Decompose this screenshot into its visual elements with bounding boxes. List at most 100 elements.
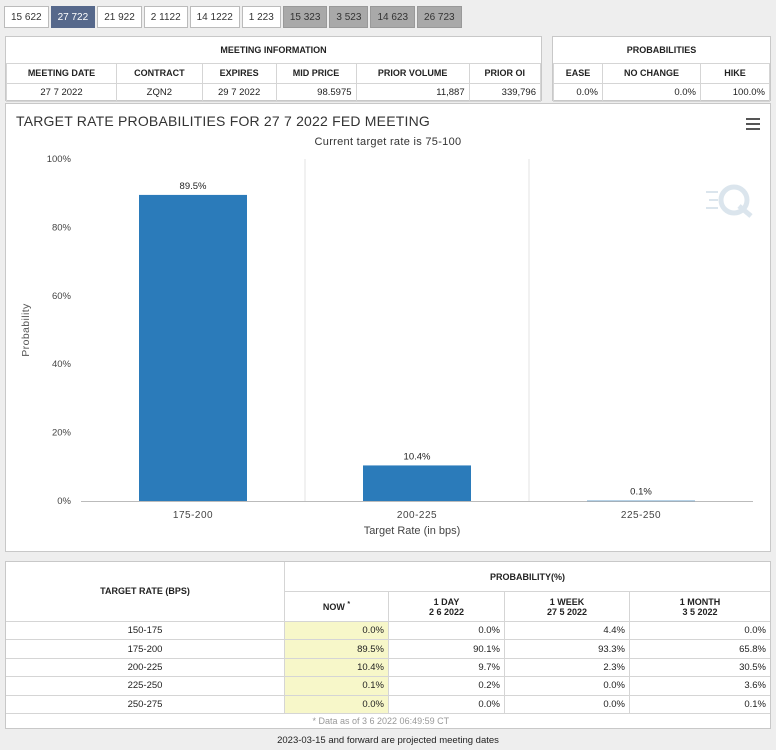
tab-meeting-4[interactable]: 14 1222 — [189, 6, 240, 28]
y-tick-label: 40% — [52, 359, 72, 370]
bar — [139, 194, 247, 501]
cell-rate: 225-250 — [6, 676, 285, 696]
table-row: 250-275 0.0% 0.0% 0.0% 0.1% — [6, 694, 770, 715]
data-label: 10.4% — [404, 451, 431, 462]
cell-rate: 250-275 — [6, 694, 285, 715]
x-tick-label: 175-200 — [173, 510, 213, 521]
probability-header: PROBABILITY(%) — [284, 562, 770, 593]
cell-rate: 200-225 — [6, 657, 285, 678]
tab-meeting-5[interactable]: 1 223 — [241, 6, 281, 28]
col-expires: EXPIRES — [201, 62, 277, 84]
mid-price-value: 98.5975 — [275, 82, 357, 102]
meeting-information-header: MEETING INFORMATION — [6, 37, 541, 64]
col-no-change: NO CHANGE — [602, 62, 701, 84]
probability-table-panel: TARGET RATE (BPS) PROBABILITY(%) NOW * 1… — [5, 561, 771, 729]
col-now: NOW * — [284, 591, 389, 622]
cell-week: 2.3% — [504, 657, 630, 678]
cell-week: 0.0% — [504, 676, 630, 696]
tab-meeting-3[interactable]: 2 1122 — [143, 6, 188, 28]
chart-menu-icon[interactable] — [746, 118, 760, 133]
bar — [587, 500, 695, 502]
period-label: 1 WEEK — [549, 596, 585, 607]
cell-week: 93.3% — [504, 639, 630, 659]
cell-month: 30.5% — [629, 657, 770, 678]
cell-day: 9.7% — [388, 657, 505, 678]
meeting-date-value: 27 7 2022 — [6, 82, 117, 102]
ease-value: 0.0% — [553, 82, 603, 102]
prior-oi-value: 339,796 — [468, 82, 542, 102]
chart-subtitle: Current target rate is 75-100 — [314, 136, 462, 148]
y-tick-label: 80% — [52, 222, 72, 233]
hike-value: 100.0% — [700, 82, 770, 102]
table-row: 225-250 0.1% 0.2% 0.0% 3.6% — [6, 676, 770, 696]
col-ease: EASE — [553, 62, 603, 84]
cell-day: 90.1% — [388, 639, 505, 659]
tab-meeting-2[interactable]: 21 922 — [97, 6, 142, 28]
cell-month: 0.0% — [629, 620, 770, 641]
now-marker: * — [347, 601, 351, 609]
cell-month: 3.6% — [629, 676, 770, 696]
x-axis-title: Target Rate (in bps) — [364, 525, 461, 537]
period-date: 27 5 2022 — [546, 606, 588, 617]
tab-meeting-1[interactable]: 27 722 — [50, 6, 96, 28]
target-rate-header: TARGET RATE (BPS) — [6, 562, 285, 622]
cell-month: 0.1% — [629, 694, 770, 715]
col-1-week: 1 WEEK 27 5 2022 — [504, 591, 630, 622]
col-hike: HIKE — [700, 62, 770, 84]
x-tick-label: 200-225 — [397, 510, 437, 521]
col-1-day: 1 DAY 2 6 2022 — [388, 591, 505, 622]
cell-day: 0.0% — [388, 694, 505, 715]
chart-title: TARGET RATE PROBABILITIES FOR 27 7 2022 … — [16, 113, 430, 129]
probabilities-header: PROBABILITIES — [553, 37, 770, 64]
period-label: 1 MONTH — [679, 596, 721, 607]
tab-meeting-7[interactable]: 3 523 — [329, 6, 369, 28]
x-tick-label: 225-250 — [621, 510, 661, 521]
expires-value: 29 7 2022 — [201, 82, 277, 102]
cell-day: 0.2% — [388, 676, 505, 696]
col-mid-price: MID PRICE — [275, 62, 357, 84]
data-as-of-note: * Data as of 3 6 2022 06:49:59 CT — [312, 716, 450, 727]
projected-dates-note: 2023-03-15 and forward are projected mee… — [277, 735, 499, 746]
data-label: 89.5% — [180, 181, 207, 192]
period-date: 2 6 2022 — [428, 606, 465, 617]
bar — [363, 465, 471, 501]
y-tick-label: 100% — [47, 154, 72, 165]
chart-panel: TARGET RATE PROBABILITIES FOR 27 7 2022 … — [5, 103, 771, 552]
cell-now: 0.0% — [284, 694, 389, 715]
cell-rate: 150-175 — [6, 620, 285, 641]
cell-now: 10.4% — [284, 657, 389, 678]
cell-now: 89.5% — [284, 639, 389, 659]
y-tick-label: 20% — [52, 428, 72, 439]
tab-meeting-8[interactable]: 14 623 — [370, 6, 416, 28]
cell-now: 0.0% — [284, 620, 389, 641]
now-label: NOW — [322, 602, 345, 613]
prior-volume-value: 11,887 — [355, 82, 470, 102]
period-date: 3 5 2022 — [682, 606, 718, 617]
cell-month: 65.8% — [629, 639, 770, 659]
cell-rate: 175-200 — [6, 639, 285, 659]
col-prior-oi: PRIOR OI — [468, 62, 542, 84]
meeting-information-panel: MEETING INFORMATION MEETING DATE CONTRAC… — [5, 36, 542, 102]
tab-meeting-6[interactable]: 15 323 — [282, 6, 328, 28]
tab-meeting-9[interactable]: 26 723 — [417, 6, 462, 28]
period-label: 1 DAY — [433, 596, 460, 607]
table-row: 175-200 89.5% 90.1% 93.3% 65.8% — [6, 639, 770, 659]
probabilities-panel: PROBABILITIES EASE NO CHANGE HIKE 0.0% 0… — [552, 36, 771, 102]
col-prior-volume: PRIOR VOLUME — [355, 62, 470, 84]
y-tick-label: 60% — [52, 291, 72, 302]
contract-value: ZQN2 — [115, 82, 203, 102]
table-row: 150-175 0.0% 0.0% 4.4% 0.0% — [6, 620, 770, 641]
bar-chart: 0% 20% 40% 60% 80% 100% 89.5% 175-200 10.4% 200-2… — [20, 154, 753, 537]
cell-week: 4.4% — [504, 620, 630, 641]
tab-meeting-0[interactable]: 15 622 — [4, 6, 49, 28]
col-1-month: 1 MONTH 3 5 2022 — [629, 591, 770, 622]
data-label: 0.1% — [630, 487, 652, 498]
meeting-tabs: 15 622 27 722 21 922 2 1122 14 1222 1 223 15 3… — [4, 6, 464, 30]
col-meeting-date: MEETING DATE — [6, 62, 117, 84]
cell-week: 0.0% — [504, 694, 630, 715]
q-logo-icon — [706, 184, 753, 218]
cell-now: 0.1% — [284, 676, 389, 696]
no-change-value: 0.0% — [602, 82, 701, 102]
cell-day: 0.0% — [388, 620, 505, 641]
col-contract: CONTRACT — [115, 62, 203, 84]
